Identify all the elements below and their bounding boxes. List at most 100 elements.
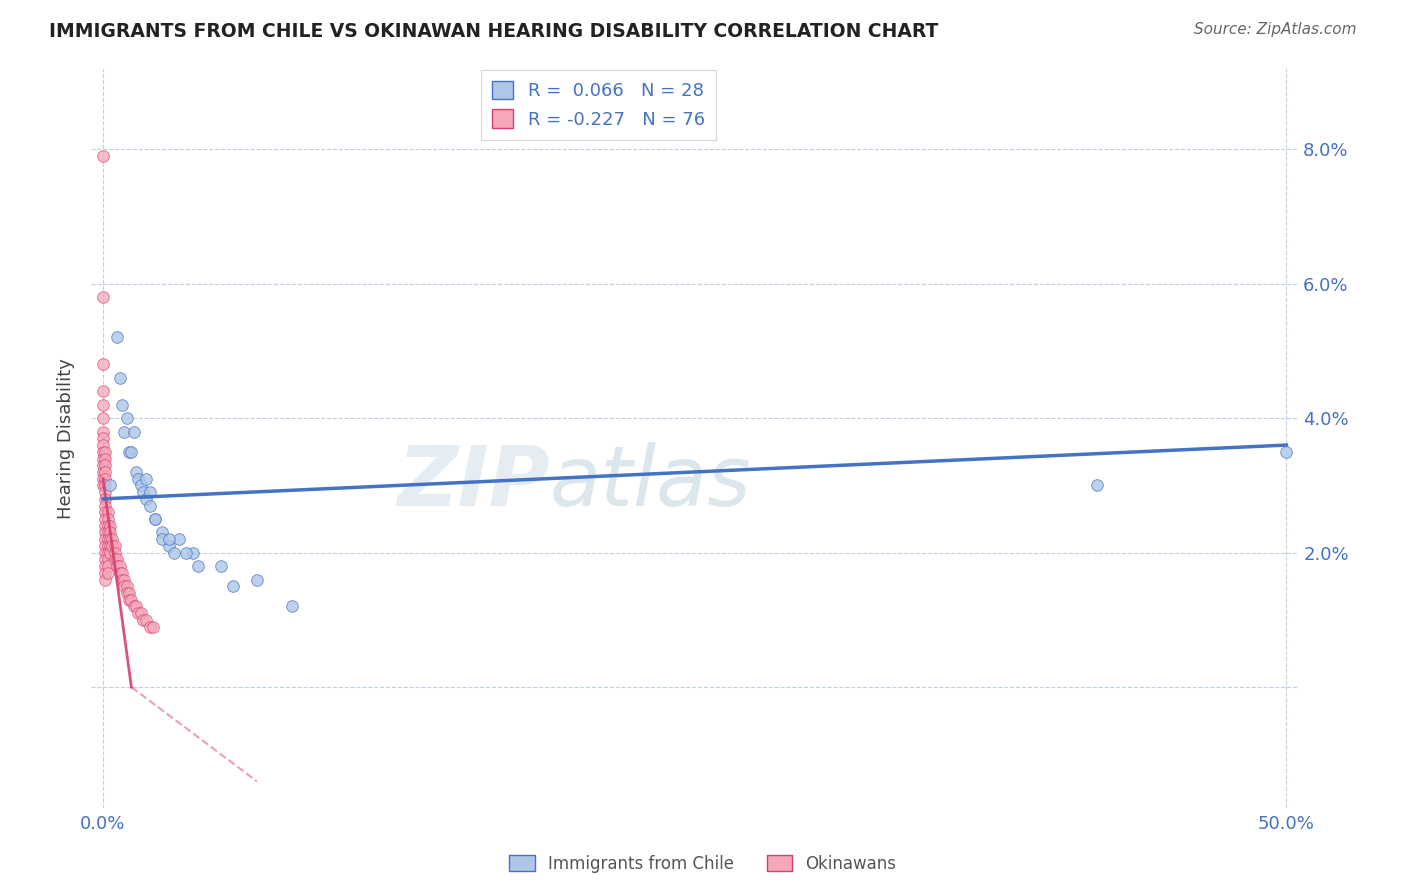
Point xyxy=(139,485,162,500)
Point xyxy=(150,525,173,540)
Point xyxy=(157,532,180,546)
Point xyxy=(97,566,120,580)
Point xyxy=(91,451,114,466)
Point xyxy=(143,512,166,526)
Point xyxy=(281,599,304,614)
Point xyxy=(94,485,117,500)
Point xyxy=(222,579,245,593)
Point xyxy=(115,411,138,425)
Point xyxy=(125,599,148,614)
Point xyxy=(94,444,117,458)
Y-axis label: Hearing Disability: Hearing Disability xyxy=(58,358,75,519)
Point xyxy=(1085,478,1108,492)
Point xyxy=(97,512,120,526)
Point xyxy=(129,478,152,492)
Point xyxy=(98,525,121,540)
Point xyxy=(118,586,141,600)
Legend: Immigrants from Chile, Okinawans: Immigrants from Chile, Okinawans xyxy=(503,848,903,880)
Point xyxy=(97,525,120,540)
Point xyxy=(104,552,127,566)
Point xyxy=(91,465,114,479)
Point xyxy=(97,539,120,553)
Text: Source: ZipAtlas.com: Source: ZipAtlas.com xyxy=(1194,22,1357,37)
Point xyxy=(91,478,114,492)
Point xyxy=(104,539,127,553)
Point xyxy=(112,579,135,593)
Point xyxy=(125,465,148,479)
Point xyxy=(94,546,117,560)
Point xyxy=(97,505,120,519)
Point xyxy=(91,149,114,163)
Point xyxy=(97,546,120,560)
Point xyxy=(94,505,117,519)
Point xyxy=(122,425,145,439)
Point xyxy=(98,478,121,492)
Point xyxy=(181,546,204,560)
Point xyxy=(111,398,134,412)
Point xyxy=(94,518,117,533)
Point xyxy=(91,290,114,304)
Point xyxy=(105,330,128,344)
Text: atlas: atlas xyxy=(550,442,751,524)
Point xyxy=(209,559,232,574)
Point xyxy=(132,485,155,500)
Point xyxy=(111,573,134,587)
Point xyxy=(108,566,131,580)
Point xyxy=(108,371,131,385)
Point xyxy=(97,559,120,574)
Point xyxy=(91,438,114,452)
Point xyxy=(163,546,186,560)
Point xyxy=(97,532,120,546)
Point xyxy=(97,552,120,566)
Point xyxy=(91,458,114,473)
Point xyxy=(118,444,141,458)
Point xyxy=(98,546,121,560)
Point xyxy=(94,499,117,513)
Point xyxy=(187,559,209,574)
Legend: R =  0.066   N = 28, R = -0.227   N = 76: R = 0.066 N = 28, R = -0.227 N = 76 xyxy=(481,70,716,139)
Point xyxy=(174,546,197,560)
Point xyxy=(94,566,117,580)
Point xyxy=(91,431,114,445)
Point xyxy=(91,425,114,439)
Point xyxy=(91,398,114,412)
Point xyxy=(139,619,162,633)
Text: IMMIGRANTS FROM CHILE VS OKINAWAN HEARING DISABILITY CORRELATION CHART: IMMIGRANTS FROM CHILE VS OKINAWAN HEARIN… xyxy=(49,22,939,41)
Point xyxy=(94,552,117,566)
Point xyxy=(118,592,141,607)
Point xyxy=(105,552,128,566)
Point xyxy=(142,619,165,633)
Point xyxy=(101,539,124,553)
Point xyxy=(1275,444,1298,458)
Text: 50.0%: 50.0% xyxy=(1258,815,1315,833)
Point xyxy=(94,559,117,574)
Point xyxy=(139,499,162,513)
Point xyxy=(129,606,152,620)
Point xyxy=(135,613,157,627)
Text: 0.0%: 0.0% xyxy=(80,815,125,833)
Point xyxy=(157,539,180,553)
Point xyxy=(94,573,117,587)
Point xyxy=(132,613,155,627)
Point xyxy=(115,579,138,593)
Point xyxy=(94,472,117,486)
Point xyxy=(98,518,121,533)
Point xyxy=(91,444,114,458)
Point xyxy=(97,518,120,533)
Point xyxy=(108,559,131,574)
Point xyxy=(98,539,121,553)
Point xyxy=(120,592,142,607)
Point xyxy=(115,586,138,600)
Point xyxy=(246,573,269,587)
Point xyxy=(94,512,117,526)
Point xyxy=(128,472,150,486)
Point xyxy=(120,444,142,458)
Point xyxy=(94,451,117,466)
Point xyxy=(94,532,117,546)
Point xyxy=(128,606,150,620)
Point xyxy=(101,532,124,546)
Point xyxy=(94,458,117,473)
Point xyxy=(94,478,117,492)
Point xyxy=(167,532,190,546)
Point xyxy=(94,539,117,553)
